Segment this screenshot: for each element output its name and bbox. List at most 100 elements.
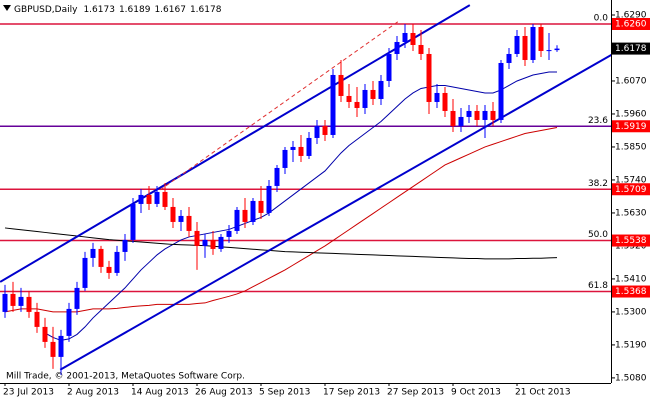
candle-body bbox=[530, 26, 536, 60]
x-tick-label: 17 Sep 2013 bbox=[323, 388, 380, 398]
y-tick-label: 1.5190 bbox=[615, 340, 647, 350]
x-tick-label: 26 Aug 2013 bbox=[195, 388, 253, 398]
current-price-label: 1.6178 bbox=[615, 44, 647, 54]
y-tick-label: 1.5850 bbox=[615, 142, 647, 152]
candle-body bbox=[490, 110, 496, 120]
chart-title: GBPUSD,Daily bbox=[14, 5, 78, 15]
candle-body bbox=[346, 95, 352, 102]
fib-price-box bbox=[612, 17, 650, 30]
fib-ratio: 38.2 bbox=[588, 179, 608, 189]
candle-body bbox=[298, 146, 304, 156]
candle-body bbox=[274, 167, 280, 186]
candle-body bbox=[306, 137, 312, 156]
candle-body bbox=[330, 74, 336, 135]
fib-price-box bbox=[612, 285, 650, 298]
x-tick-label: 27 Sep 2013 bbox=[387, 388, 444, 398]
candle-body bbox=[18, 296, 24, 306]
x-tick-label: 21 Oct 2013 bbox=[515, 388, 571, 398]
fib-price-box bbox=[612, 234, 650, 247]
fib-price-label: 1.5538 bbox=[615, 236, 647, 246]
candle-body bbox=[386, 53, 392, 81]
candle-body bbox=[250, 200, 256, 222]
fib-ratio: 0.0 bbox=[594, 13, 609, 23]
candle-body bbox=[474, 110, 480, 120]
candle-body bbox=[90, 248, 96, 258]
moving-average bbox=[44, 71, 557, 341]
fib-price-label: 1.6260 bbox=[615, 19, 647, 29]
fib-ratio: 23.6 bbox=[588, 116, 608, 126]
candle-body bbox=[98, 248, 104, 267]
candle-body bbox=[186, 215, 192, 231]
candle-body bbox=[66, 308, 72, 336]
plot-area bbox=[0, 4, 611, 375]
candle-body bbox=[194, 230, 200, 246]
candle-body bbox=[394, 41, 400, 54]
candle-body bbox=[362, 89, 368, 108]
footer: Mill Trade, © 2001-2013, MetaQuotes Soft… bbox=[6, 372, 245, 382]
moving-average bbox=[4, 126, 558, 313]
fib-price-label: 1.5919 bbox=[615, 122, 647, 132]
moving-average bbox=[4, 227, 558, 260]
candle-body bbox=[506, 53, 512, 63]
candle-body bbox=[442, 92, 448, 111]
candle-body bbox=[418, 44, 424, 54]
candle-body bbox=[514, 35, 520, 54]
fib-price-box bbox=[612, 183, 650, 196]
candle-body bbox=[226, 230, 232, 237]
candle-body bbox=[2, 293, 8, 312]
y-tick-label: 1.5080 bbox=[615, 373, 647, 383]
candle-body bbox=[458, 116, 464, 126]
candle-body bbox=[50, 341, 56, 357]
menu-icon[interactable] bbox=[3, 5, 11, 11]
candle-body bbox=[74, 287, 80, 309]
x-tick-label: 23 Jul 2013 bbox=[3, 388, 54, 398]
candle-body bbox=[42, 326, 48, 342]
candle-body bbox=[82, 257, 88, 288]
fib-ratio: 61.8 bbox=[588, 281, 608, 291]
candle-body bbox=[106, 266, 112, 273]
candle-body bbox=[34, 311, 40, 327]
candle-body bbox=[146, 194, 152, 204]
candle-body bbox=[554, 48, 560, 51]
candle-body bbox=[218, 236, 224, 249]
candle-body bbox=[154, 191, 160, 204]
candle-body bbox=[466, 110, 472, 117]
candle-body bbox=[410, 32, 416, 45]
x-tick-label: 2 Aug 2013 bbox=[67, 388, 119, 398]
candle-body bbox=[402, 32, 408, 42]
last-close: 1.6178 bbox=[190, 5, 222, 15]
y-tick-label: 1.5300 bbox=[615, 307, 647, 317]
candle-body bbox=[114, 251, 120, 273]
x-tick-label: 14 Aug 2013 bbox=[131, 388, 189, 398]
candle-body bbox=[378, 80, 384, 99]
candle-body bbox=[338, 74, 344, 96]
candle-body bbox=[162, 191, 168, 207]
candle-body bbox=[170, 206, 176, 222]
candle-body bbox=[354, 101, 360, 108]
candle-body bbox=[258, 200, 264, 213]
x-tick-label: 5 Sep 2013 bbox=[259, 388, 310, 398]
fib-price-label: 1.5368 bbox=[615, 287, 647, 297]
chart-header: GBPUSD,Daily 1.6173 1.6189 1.6167 1.6178 bbox=[14, 5, 222, 15]
candle-body bbox=[282, 149, 288, 168]
candle-body bbox=[178, 215, 184, 222]
y-tick-label: 1.6290 bbox=[615, 10, 647, 20]
candle-body bbox=[266, 185, 272, 213]
trendline bbox=[59, 54, 611, 371]
candle-body bbox=[546, 50, 552, 52]
y-tick-label: 1.5960 bbox=[615, 109, 647, 119]
candle-body bbox=[290, 146, 296, 150]
candle-body bbox=[26, 296, 32, 312]
fib-price-box bbox=[612, 120, 650, 133]
x-tick-label: 9 Oct 2013 bbox=[451, 388, 501, 398]
candle-body bbox=[538, 26, 544, 51]
candle-body bbox=[322, 125, 328, 135]
candle-body bbox=[482, 110, 488, 120]
candle-body bbox=[234, 209, 240, 231]
candle-body bbox=[202, 239, 208, 246]
candle-body bbox=[498, 62, 504, 120]
candle-body bbox=[314, 125, 320, 138]
candle-body bbox=[58, 335, 64, 357]
